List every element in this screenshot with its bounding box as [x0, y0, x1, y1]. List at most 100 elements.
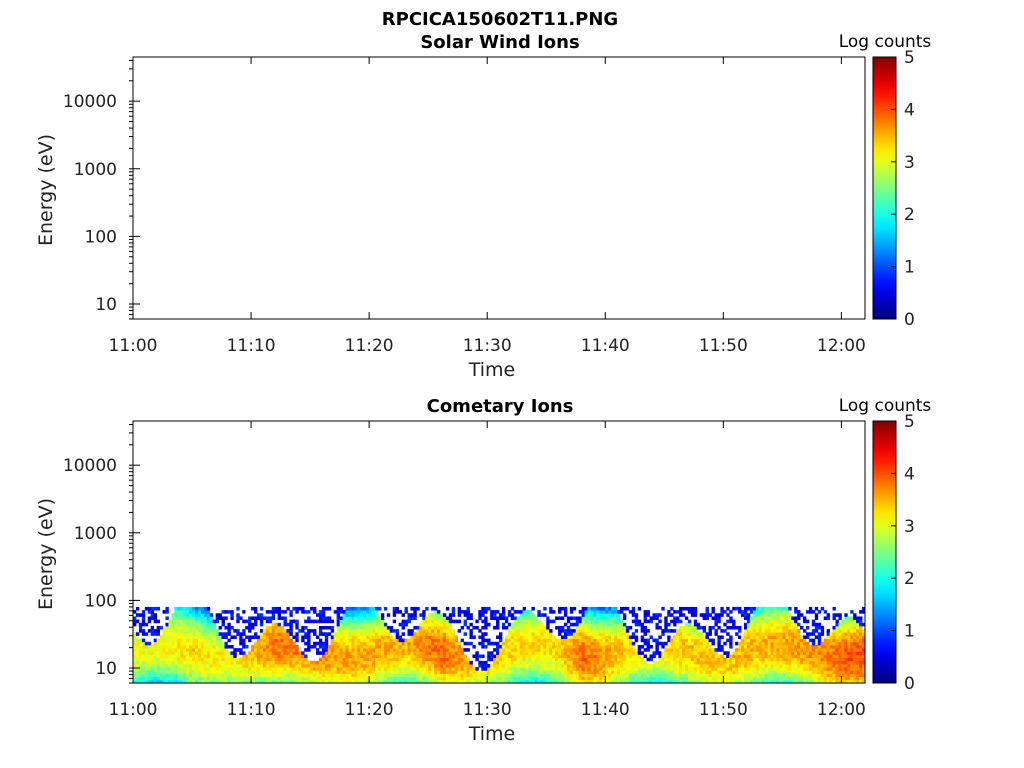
heatmap-cell [363, 610, 367, 614]
heatmap-cell [599, 660, 603, 665]
heatmap-cell [375, 641, 379, 646]
heatmap-cell [782, 613, 786, 617]
heatmap-cell [348, 638, 352, 643]
heatmap-cell [552, 619, 556, 624]
heatmap-cell [233, 651, 237, 655]
heatmap-cell [274, 660, 279, 665]
heatmap-cell [856, 654, 860, 659]
heatmap-cell [141, 673, 146, 678]
heatmap-cell [445, 676, 450, 681]
heatmap-cell [782, 610, 786, 614]
heatmap-cell [165, 622, 169, 627]
heatmap-cell [563, 632, 568, 636]
heatmap-cell [389, 676, 394, 681]
heatmap-cell [779, 644, 783, 649]
heatmap-cell [853, 670, 857, 674]
heatmap-cell [277, 641, 281, 646]
heatmap-cell [670, 648, 674, 652]
heatmap-cell [339, 619, 343, 624]
heatmap-cell [596, 663, 600, 668]
heatmap-cell [218, 635, 222, 640]
heatmap-cell [395, 679, 400, 684]
heatmap-cell [268, 667, 273, 671]
heatmap-cell [578, 651, 583, 655]
heatmap-cell [133, 610, 137, 614]
heatmap-cell [752, 654, 757, 659]
heatmap-cell [525, 625, 529, 630]
heatmap-cell [658, 663, 662, 668]
heatmap-cell [454, 676, 459, 681]
heatmap-cell [463, 622, 467, 627]
heatmap-cell [699, 613, 704, 617]
heatmap-cell [729, 670, 733, 674]
heatmap-cell [631, 644, 636, 649]
heatmap-cell [755, 638, 760, 643]
heatmap-cell [614, 654, 618, 659]
heatmap-cell [448, 667, 453, 671]
heatmap-cell [575, 635, 580, 640]
heatmap-cell [652, 676, 656, 681]
heatmap-cell [351, 641, 355, 646]
heatmap-cell [501, 657, 506, 662]
heatmap-cell [743, 613, 748, 617]
heatmap-cell [593, 667, 597, 671]
heatmap-cell [853, 657, 857, 662]
heatmap-cell [425, 660, 429, 665]
heatmap-cell [717, 648, 721, 652]
heatmap-cell [838, 670, 842, 674]
heatmap-cell [333, 670, 338, 674]
heatmap-cell [248, 625, 252, 630]
heatmap-cell [375, 654, 379, 659]
heatmap-cell [566, 663, 571, 668]
heatmap-cell [699, 632, 704, 636]
heatmap-cell [262, 632, 267, 636]
heatmap-cell [549, 660, 553, 665]
heatmap-cell [808, 667, 813, 671]
heatmap-cell [578, 670, 583, 674]
heatmap-cell [684, 657, 689, 662]
heatmap-cell [856, 625, 860, 630]
heatmap-cell [546, 625, 550, 630]
heatmap-cell [717, 613, 721, 617]
heatmap-cell [646, 641, 650, 646]
heatmap-cell [221, 676, 225, 681]
heatmap-cell [528, 657, 532, 662]
heatmap-cell [336, 673, 341, 678]
heatmap-cell [215, 676, 219, 681]
heatmap-cell [664, 657, 668, 662]
heatmap-cell [723, 673, 727, 678]
heatmap-cell [791, 667, 795, 671]
heatmap-cell [321, 606, 326, 611]
heatmap-cell [820, 660, 825, 665]
heatmap-cell [614, 629, 618, 633]
heatmap-cell [407, 670, 411, 674]
heatmap-cell [584, 651, 588, 655]
heatmap-cell [457, 673, 462, 678]
heatmap-cell [743, 610, 748, 614]
heatmap-cell [416, 648, 420, 652]
heatmap-cell [723, 676, 727, 681]
heatmap-cell [593, 616, 597, 621]
heatmap-cell [448, 629, 453, 633]
heatmap-cell [472, 670, 476, 674]
heatmap-cell [159, 657, 163, 662]
heatmap-cell [410, 638, 414, 643]
heatmap-cell [776, 673, 780, 678]
heatmap-cell [493, 676, 497, 681]
heatmap-cell [693, 629, 698, 633]
heatmap-cell [144, 670, 149, 674]
heatmap-cell [823, 676, 828, 681]
heatmap-cell [723, 622, 727, 627]
heatmap-cell [862, 654, 866, 659]
heatmap-cell [457, 613, 462, 617]
heatmap-cell [625, 663, 630, 668]
heatmap-cell [859, 667, 863, 671]
heatmap-cell [206, 613, 211, 617]
heatmap-cell [646, 610, 650, 614]
heatmap-cell [743, 679, 748, 684]
heatmap-cell [490, 651, 494, 655]
heatmap-cell [165, 625, 169, 630]
heatmap-cell [377, 632, 382, 636]
heatmap-cell [413, 667, 417, 671]
heatmap-cell [752, 676, 757, 681]
